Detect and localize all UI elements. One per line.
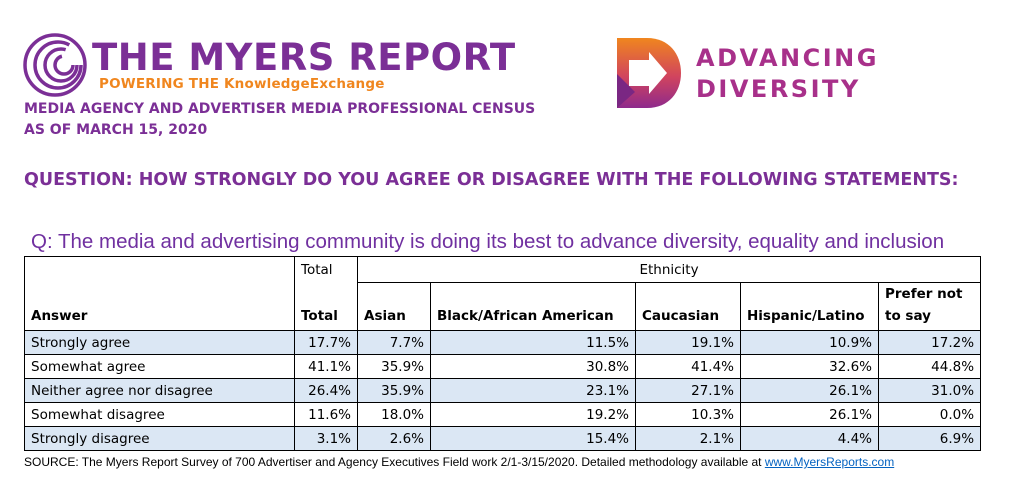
cell-black-african-american: 30.8%	[430, 354, 636, 379]
cell-total: 3.1%	[294, 426, 358, 451]
column-header-caucasian: Caucasian	[635, 282, 741, 331]
cell-total: 11.6%	[294, 402, 358, 427]
column-header-answer: Answer	[24, 282, 295, 331]
cell-hispanic-latino: 4.4%	[740, 426, 879, 451]
cell-asian: 2.6%	[357, 426, 431, 451]
cell-prefer-not-to-say: 6.9%	[877, 426, 982, 451]
cell-caucasian: 27.1%	[635, 378, 741, 403]
cell-prefer-not-to-say: 0.0%	[877, 402, 982, 427]
brand-tagline: POWERING THE KnowledgeExchange	[99, 76, 385, 92]
cell-hispanic-latino: 26.1%	[740, 378, 879, 403]
results-table: Total Ethnicity Answer Total Asian Black…	[24, 256, 982, 451]
row-answer: Strongly agree	[24, 330, 295, 355]
group-header-total: Total	[294, 256, 358, 283]
table-row: Strongly agree 17.7% 7.7% 11.5% 19.1% 10…	[24, 330, 982, 355]
myers-report-logo-icon	[23, 33, 87, 97]
partner-title-line1: ADVANCING	[696, 44, 879, 72]
column-header-total: Total	[294, 282, 358, 331]
column-header-prefer-not-to-say: Prefer not to say	[877, 282, 982, 331]
table-row: Somewhat disagree 11.6% 18.0% 19.2% 10.3…	[24, 402, 982, 427]
cell-caucasian: 19.1%	[635, 330, 741, 355]
row-answer: Strongly disagree	[24, 426, 295, 451]
row-answer: Somewhat agree	[24, 354, 295, 379]
partner-title-line2: DIVERSITY	[696, 75, 861, 103]
cell-caucasian: 41.4%	[635, 354, 741, 379]
column-header-black-african-american: Black/African American	[430, 282, 636, 331]
question-statement: Q: The media and advertising community i…	[31, 230, 945, 253]
row-answer: Neither agree nor disagree	[24, 378, 295, 403]
cell-asian: 35.9%	[357, 378, 431, 403]
cell-black-african-american: 19.2%	[430, 402, 636, 427]
census-title: MEDIA AGENCY AND ADVERTISER MEDIA PROFES…	[24, 101, 536, 117]
group-header-row: Total Ethnicity	[24, 256, 982, 283]
cell-asian: 7.7%	[357, 330, 431, 355]
advancing-diversity-logo-icon	[617, 38, 681, 108]
cell-prefer-not-to-say: 17.2%	[877, 330, 982, 355]
cell-hispanic-latino: 10.9%	[740, 330, 879, 355]
column-header-row: Answer Total Asian Black/African America…	[24, 282, 982, 331]
cell-total: 17.7%	[294, 330, 358, 355]
group-header-ethnicity: Ethnicity	[356, 256, 982, 283]
census-date: AS OF MARCH 15, 2020	[24, 122, 208, 138]
row-answer: Somewhat disagree	[24, 402, 295, 427]
cell-hispanic-latino: 26.1%	[740, 402, 879, 427]
cell-asian: 35.9%	[357, 354, 431, 379]
question-heading: QUESTION: HOW STRONGLY DO YOU AGREE OR D…	[24, 170, 959, 190]
table-row: Neither agree nor disagree 26.4% 35.9% 2…	[24, 378, 982, 403]
cell-black-african-american: 23.1%	[430, 378, 636, 403]
cell-total: 41.1%	[294, 354, 358, 379]
table-row: Strongly disagree 3.1% 2.6% 15.4% 2.1% 4…	[24, 426, 982, 451]
source-note: SOURCE: The Myers Report Survey of 700 A…	[24, 455, 894, 469]
cell-caucasian: 2.1%	[635, 426, 741, 451]
column-header-hispanic-latino: Hispanic/Latino	[740, 282, 879, 331]
cell-asian: 18.0%	[357, 402, 431, 427]
group-header-blank	[24, 256, 295, 283]
cell-caucasian: 10.3%	[635, 402, 741, 427]
source-link[interactable]: www.MyersReports.com	[764, 455, 895, 469]
cell-prefer-not-to-say: 31.0%	[877, 378, 982, 403]
cell-hispanic-latino: 32.6%	[740, 354, 879, 379]
cell-black-african-american: 11.5%	[430, 330, 636, 355]
column-header-asian: Asian	[357, 282, 431, 331]
cell-prefer-not-to-say: 44.8%	[877, 354, 982, 379]
source-text: SOURCE: The Myers Report Survey of 700 A…	[24, 455, 765, 469]
brand-title: THE MYERS REPORT	[92, 36, 516, 79]
cell-black-african-american: 15.4%	[430, 426, 636, 451]
table-row: Somewhat agree 41.1% 35.9% 30.8% 41.4% 3…	[24, 354, 982, 379]
cell-total: 26.4%	[294, 378, 358, 403]
